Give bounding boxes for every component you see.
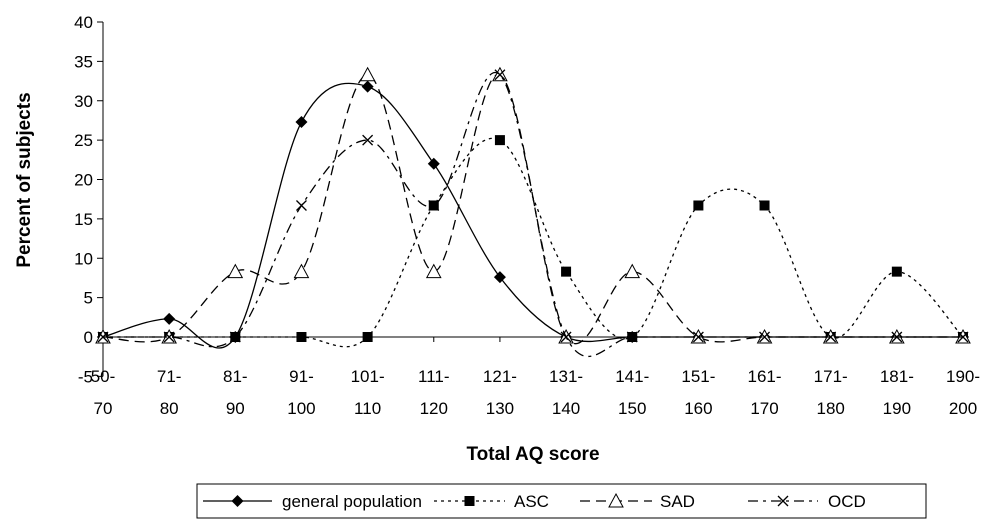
y-tick-label: 0	[84, 328, 93, 347]
x-tick-label: 71-80	[157, 367, 182, 418]
y-tick-label: 40	[74, 13, 93, 32]
x-axis-title: Total AQ score	[466, 444, 599, 465]
legend: general population ASC SAD OCD	[196, 483, 927, 519]
cross-stroke	[825, 331, 837, 343]
data-point-sad	[624, 263, 641, 279]
data-point-ocd	[428, 200, 440, 211]
cross-stroke	[296, 200, 307, 211]
data-point-ocd	[362, 134, 374, 146]
series-asc	[98, 135, 968, 348]
data-point-ocd	[759, 331, 770, 343]
cross-stroke	[97, 331, 109, 343]
data-point-asc	[891, 266, 902, 277]
legend-marker-asc	[464, 496, 475, 506]
data-point-asc	[759, 200, 770, 211]
y-tick-label: 35	[74, 52, 93, 71]
data-point-general-population	[361, 80, 374, 93]
x-tick-label: 50-70	[91, 367, 116, 418]
data-point-asc	[494, 135, 505, 146]
data-point-general-population	[295, 116, 308, 129]
data-point-ocd	[891, 331, 903, 343]
data-point-ocd	[494, 69, 506, 81]
x-tick-label: 131-140	[549, 367, 583, 418]
tick-labels: -5 0 5 10 15 20 25 30 35 40 50-70 71-80 81-90 91-100 1…	[74, 13, 980, 418]
cross-stroke	[692, 331, 704, 343]
x-tick-label: 161-170	[748, 367, 782, 418]
data-point-ocd	[957, 331, 969, 343]
x-tick-label: 181-190	[880, 367, 914, 418]
y-tick-label: 5	[84, 289, 93, 308]
cross-stroke	[777, 495, 789, 507]
x-tick-label: 121-130	[483, 367, 517, 418]
y-tick-label: 20	[74, 171, 93, 190]
series-line-asc	[102, 137, 964, 348]
data-point-sad	[425, 263, 442, 279]
x-tick-label: 141-150	[615, 367, 649, 418]
cross-stroke	[428, 200, 440, 211]
legend-marker-sad	[608, 492, 624, 508]
cross-stroke	[759, 331, 770, 343]
data-point-sad	[227, 263, 244, 279]
cross-stroke	[163, 331, 175, 343]
y-axis-title: Percent of subjects	[14, 92, 35, 267]
data-point-ocd	[560, 331, 572, 343]
data-point-asc	[296, 332, 307, 342]
x-tick-label: 111-120	[418, 367, 450, 418]
series-general-population	[97, 80, 969, 349]
cross-stroke	[957, 331, 969, 343]
data-point-asc	[362, 332, 373, 342]
x-tick-label: 91-100	[287, 367, 315, 418]
x-tick-label: 81-90	[223, 367, 248, 418]
x-tick-label: 151-160	[681, 367, 715, 418]
x-tick-label: 101-110	[351, 367, 385, 418]
data-point-ocd	[163, 331, 175, 343]
data-point-asc	[693, 200, 704, 211]
legend-label-general-population: general population	[282, 492, 422, 511]
y-tick-label: -5	[78, 367, 93, 386]
cross-stroke	[494, 69, 506, 81]
cross-stroke	[626, 331, 638, 343]
data-point-general-population	[493, 271, 506, 284]
data-point-sad	[359, 66, 376, 82]
axes	[97, 21, 964, 377]
y-tick-label: 30	[74, 92, 93, 111]
legend-label-sad: SAD	[660, 492, 695, 511]
legend-box	[196, 483, 927, 519]
x-tick-label: 190-200	[946, 367, 980, 418]
data-point-ocd	[626, 331, 638, 343]
series-layer	[95, 66, 971, 357]
cross-stroke	[891, 331, 903, 343]
legend-label-asc: ASC	[514, 492, 549, 511]
data-point-ocd	[97, 331, 109, 343]
y-tick-label: 25	[74, 131, 93, 150]
data-point-ocd	[229, 331, 241, 343]
legend-marker-general-population	[231, 495, 244, 507]
data-point-sad	[293, 263, 310, 279]
data-point-general-population	[163, 312, 176, 325]
series-sad	[95, 66, 971, 345]
data-point-ocd	[825, 331, 837, 343]
legend-marker-ocd	[777, 495, 789, 507]
cross-stroke	[229, 331, 241, 343]
cross-stroke	[560, 331, 572, 343]
series-line-general-population	[102, 82, 963, 349]
data-point-general-population	[427, 157, 440, 170]
legend-label-ocd: OCD	[828, 492, 866, 511]
series-line-sad	[102, 74, 963, 345]
data-point-ocd	[296, 200, 307, 211]
cross-stroke	[362, 134, 374, 146]
y-tick-label: 10	[74, 249, 93, 268]
series-ocd	[97, 69, 969, 357]
series-line-ocd	[102, 71, 963, 357]
data-point-ocd	[692, 331, 704, 343]
data-point-asc	[561, 266, 572, 277]
x-tick-label: 171-180	[814, 367, 848, 418]
y-tick-label: 15	[74, 210, 93, 229]
